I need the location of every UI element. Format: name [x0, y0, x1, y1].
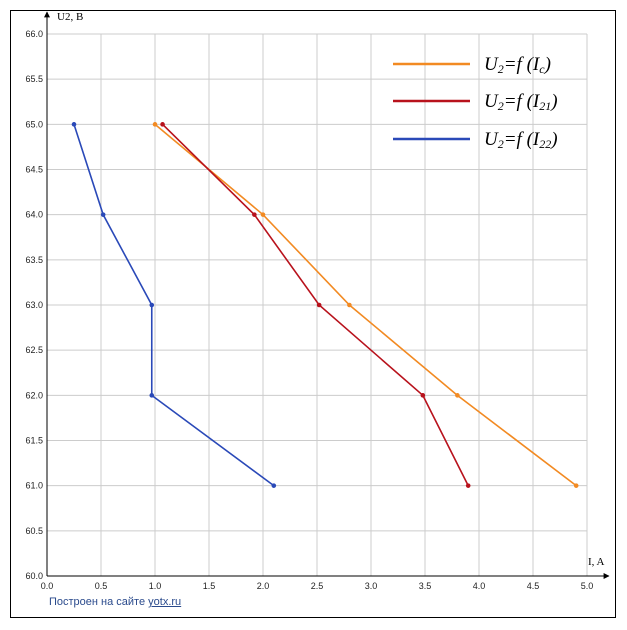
y-tick-label: 61.0 — [25, 481, 43, 491]
y-tick-label: 62.0 — [25, 390, 43, 400]
y-tick-label: 64.5 — [25, 165, 43, 175]
legend-entry: U2=f (I21) — [484, 91, 558, 113]
legend-text-part: U — [484, 129, 499, 150]
y-tick-label: 65.0 — [25, 119, 43, 129]
data-point — [420, 393, 426, 398]
y-tick-label: 62.5 — [25, 345, 43, 355]
data-point — [455, 393, 460, 398]
legend-text-part: ) — [544, 54, 551, 75]
legend: U2=f (Ic)U2=f (I21)U2=f (I22) — [393, 54, 558, 151]
legend-text-part: =f ( — [504, 129, 535, 150]
legend-text-part: c — [539, 62, 545, 76]
legend-entry: U2=f (Ic) — [484, 54, 551, 76]
legend-text-part: I — [532, 129, 541, 150]
legend-text-part: 22 — [539, 137, 551, 151]
legend-text-part: ) — [550, 129, 557, 150]
data-point — [252, 212, 257, 217]
y-tick-label: 60.0 — [25, 571, 43, 581]
x-tick-label: 0.5 — [95, 581, 108, 591]
y-tick-label: 61.5 — [25, 436, 43, 446]
y-tick-label: 66.0 — [25, 29, 43, 39]
data-point — [316, 302, 322, 308]
legend-text-part: I — [532, 91, 541, 112]
y-axis-title: U2, B — [57, 11, 83, 23]
y-tick-label: 60.5 — [25, 526, 43, 536]
data-point — [100, 212, 106, 217]
x-tick-label: 5.0 — [581, 581, 594, 591]
x-tick-label: 4.0 — [473, 581, 486, 591]
tick-labels: 0.0 0.5 1.0 1.5 2.0 2.5 3.0 3.5 4.0 4.5 5.0 60.0 60.… — [25, 29, 593, 591]
y-tick-label: 63.0 — [25, 300, 43, 310]
x-tick-label: 1.5 — [203, 581, 216, 591]
data-point — [347, 302, 352, 308]
data-point — [465, 483, 471, 488]
legend-text-part: ) — [550, 91, 557, 112]
data-point — [160, 122, 165, 127]
legend-text-part: 2 — [498, 62, 504, 76]
legend-text-part: U — [484, 91, 499, 112]
credit-line: Построен на сайте yotx.ru — [49, 596, 181, 608]
series-1 — [152, 122, 579, 488]
x-tick-label: 0.0 — [41, 581, 54, 591]
data-point — [260, 212, 266, 217]
data-point — [573, 483, 579, 488]
data-point — [149, 393, 155, 398]
series-2 — [160, 122, 471, 488]
data-point — [152, 122, 158, 127]
y-tick-label: 63.5 — [25, 255, 43, 265]
axes — [44, 11, 610, 579]
credit-link[interactable]: yotx.ru — [148, 596, 182, 608]
legend-text-part: U — [484, 54, 499, 75]
x-tick-label: 2.0 — [257, 581, 270, 591]
x-tick-label: 3.5 — [419, 581, 432, 591]
credit-prefix: Построен на сайте — [49, 596, 149, 608]
chart-frame — [10, 10, 616, 618]
series-group — [71, 122, 579, 488]
legend-text-part: 2 — [498, 99, 504, 113]
data-point — [71, 122, 77, 127]
series-3 — [71, 122, 277, 488]
y-tick-label: 65.5 — [25, 74, 43, 84]
legend-text-part: I — [532, 54, 541, 75]
legend-entry: U2=f (I22) — [484, 129, 558, 151]
x-tick-label: 1.0 — [149, 581, 162, 591]
x-tick-label: 3.0 — [365, 581, 378, 591]
x-tick-label: 2.5 — [311, 581, 324, 591]
y-tick-label: 64.0 — [25, 210, 43, 220]
legend-text-part: 2 — [498, 137, 504, 151]
legend-text-part: 21 — [539, 99, 551, 113]
legend-text-part: =f ( — [504, 91, 535, 112]
data-point — [149, 302, 155, 308]
x-axis-title: I, A — [588, 556, 605, 568]
x-tick-label: 4.5 — [527, 581, 540, 591]
data-point — [271, 483, 277, 488]
legend-text-part: =f ( — [504, 54, 535, 75]
